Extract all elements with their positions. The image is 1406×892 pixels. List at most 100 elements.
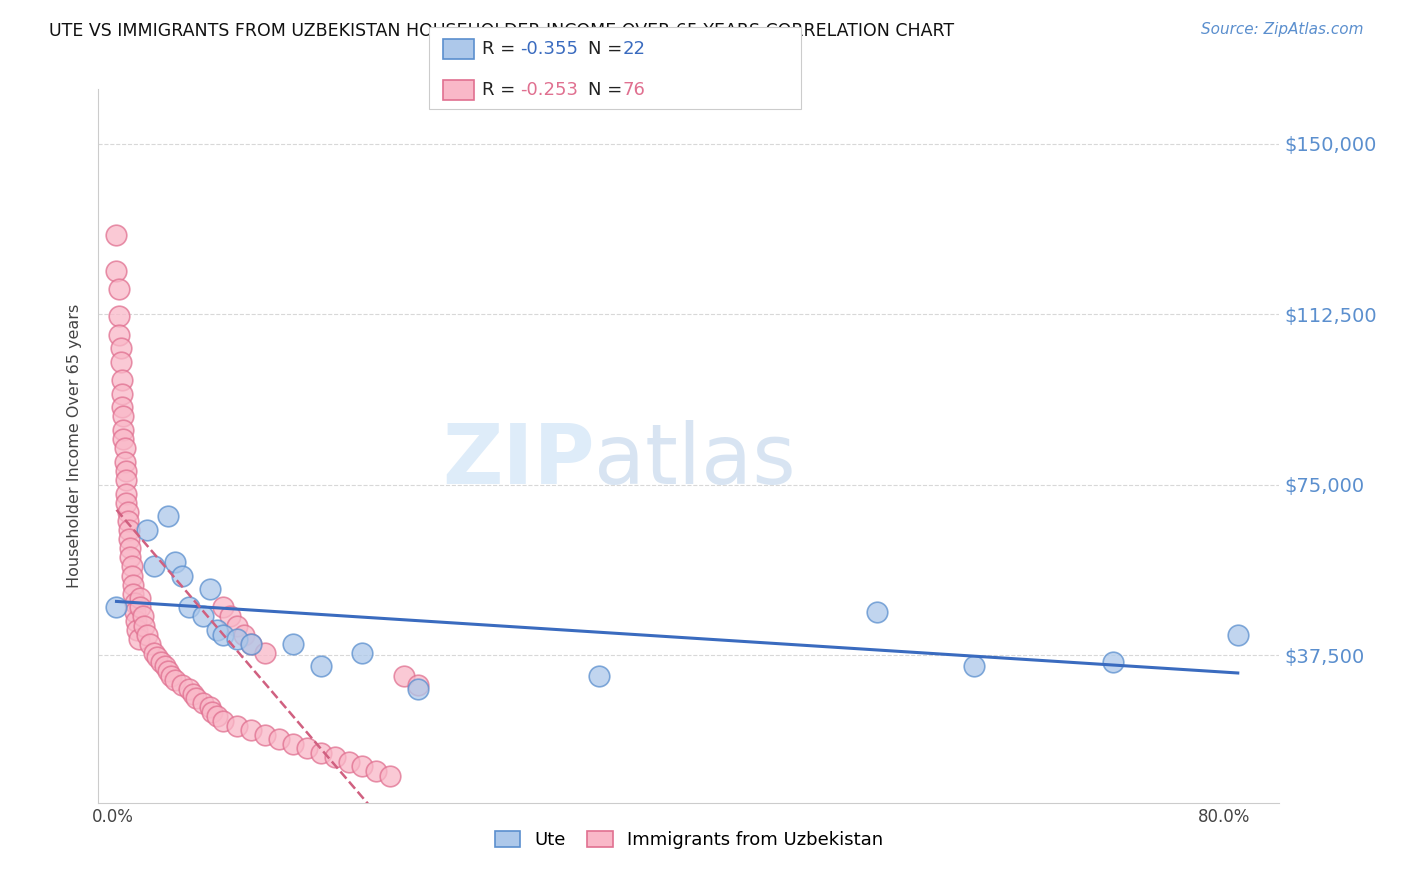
Text: R =: R = [482,40,522,58]
Point [125,614,148,628]
Point [124,596,146,610]
Point [191,609,214,624]
Point [281,637,304,651]
Text: 22: 22 [623,40,645,58]
Point [219,609,242,624]
Legend: Ute, Immigrants from Uzbekistan: Ute, Immigrants from Uzbekistan [485,822,893,858]
Point [177,600,200,615]
Point [136,523,159,537]
Point [212,627,235,641]
Point [139,637,162,651]
Point [105,600,128,615]
Point [588,668,610,682]
Point [170,678,193,692]
Point [122,577,145,591]
Point [159,668,181,682]
Text: ZIP: ZIP [441,420,595,500]
Point [112,409,135,424]
Point [115,487,138,501]
Text: N =: N = [588,81,627,99]
Point [205,623,228,637]
Point [240,637,263,651]
Point [240,637,263,651]
Text: -0.355: -0.355 [520,40,578,58]
Point [352,646,374,660]
Point [114,442,136,456]
Point [181,687,204,701]
Point [156,509,179,524]
Point [212,600,235,615]
Point [122,587,145,601]
Point [163,555,186,569]
Point [108,282,131,296]
Point [110,341,132,355]
Point [240,723,263,737]
Point [143,646,166,660]
Text: UTE VS IMMIGRANTS FROM UZBEKISTAN HOUSEHOLDER INCOME OVER 65 YEARS CORRELATION C: UTE VS IMMIGRANTS FROM UZBEKISTAN HOUSEH… [49,22,955,40]
Point [105,227,128,242]
Point [309,746,332,760]
Point [406,678,429,692]
Point [963,659,986,673]
Point [121,568,143,582]
Point [115,473,138,487]
Point [124,605,146,619]
Point [132,609,155,624]
Y-axis label: Householder Income Over 65 years: Householder Income Over 65 years [67,304,83,588]
Text: R =: R = [482,81,522,99]
Point [111,401,134,415]
Point [117,514,139,528]
Text: N =: N = [588,40,627,58]
Point [115,496,138,510]
Point [134,618,156,632]
Text: 76: 76 [623,81,645,99]
Point [110,355,132,369]
Point [337,755,360,769]
Point [323,750,346,764]
Point [127,623,149,637]
Point [392,668,415,682]
Point [212,714,235,728]
Point [309,659,332,673]
Point [226,618,249,632]
Point [198,582,221,597]
Point [117,505,139,519]
Point [149,655,172,669]
Point [352,759,374,773]
Point [129,591,152,606]
Point [295,741,318,756]
Point [254,646,277,660]
Point [184,691,207,706]
Point [120,541,142,556]
Point [1101,655,1123,669]
Point [128,632,150,647]
Point [153,659,176,673]
Point [198,700,221,714]
Point [146,650,169,665]
Point [156,664,179,678]
Point [205,709,228,723]
Point [136,627,159,641]
Point [121,559,143,574]
Point [108,310,131,324]
Point [865,605,887,619]
Point [380,768,402,782]
Point [170,568,193,582]
Point [115,464,138,478]
Point [226,632,249,647]
Point [129,600,152,615]
Point [111,373,134,387]
Point [233,627,256,641]
Point [267,732,290,747]
Point [143,559,166,574]
Point [191,696,214,710]
Point [118,523,141,537]
Point [105,264,128,278]
Point [366,764,388,778]
Point [281,737,304,751]
Point [177,682,200,697]
Point [114,455,136,469]
Text: -0.253: -0.253 [520,81,578,99]
Point [226,718,249,732]
Point [1226,627,1249,641]
